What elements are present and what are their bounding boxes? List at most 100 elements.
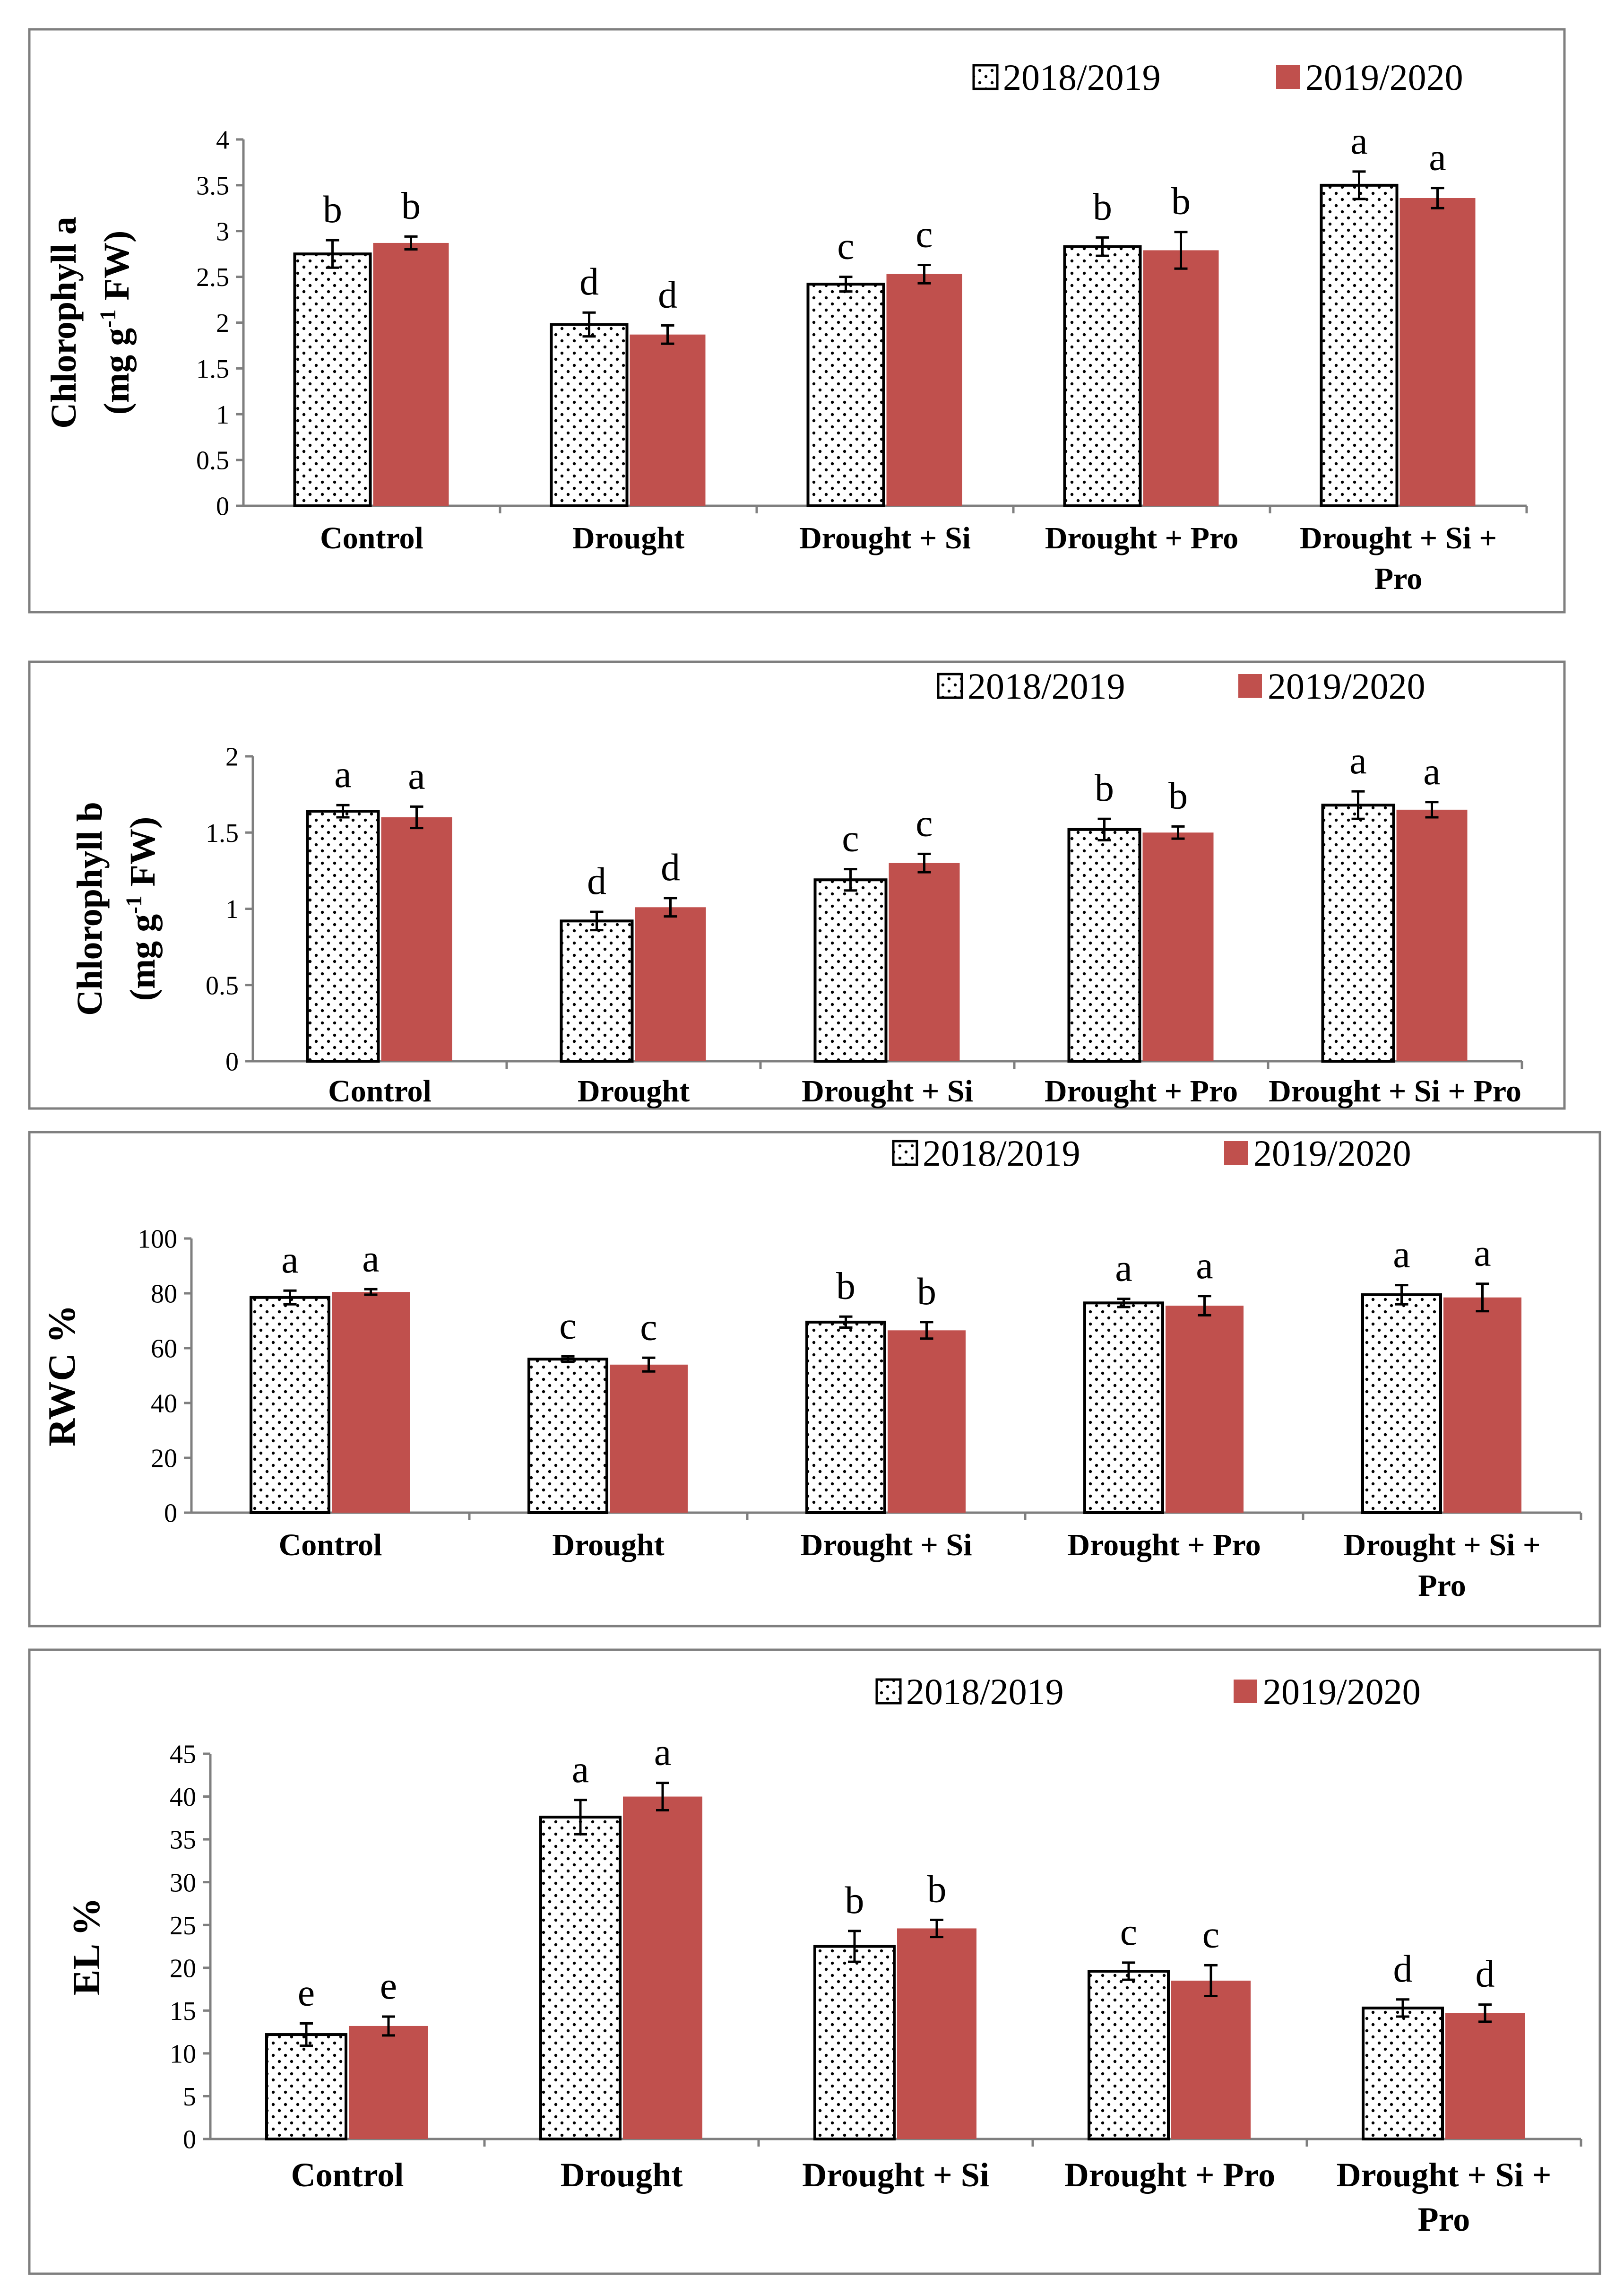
y-tick-label: 40 xyxy=(170,1783,196,1812)
significance-letter: a xyxy=(334,753,351,796)
legend-label-2019-2020: 2019/2020 xyxy=(1305,57,1463,98)
significance-letter: c xyxy=(837,225,854,268)
bar-2018-2019 xyxy=(806,283,885,507)
error-bar xyxy=(1174,231,1188,270)
x-category-label: Drought + Si xyxy=(801,1528,972,1562)
y-tick-label: 4 xyxy=(216,126,229,155)
significance-letter: c xyxy=(842,817,859,860)
bar-2019-2020 xyxy=(1171,1980,1251,2139)
bar-2018-2019 xyxy=(550,323,629,507)
bar-2018-2019 xyxy=(1361,1293,1442,1514)
error-bar xyxy=(642,1356,656,1373)
bar-2019-2020 xyxy=(349,2026,428,2139)
error-bar xyxy=(336,804,350,819)
significance-letter: e xyxy=(380,1964,397,2007)
significance-letter: a xyxy=(572,1748,589,1791)
y-tick-label: 3 xyxy=(216,217,229,246)
legend-label-2018-2019: 2018/2019 xyxy=(906,1671,1064,1712)
y-tick-label: 25 xyxy=(170,1911,196,1940)
panel-frame xyxy=(28,28,1566,614)
y-axis-label: (mg g-1 FW) xyxy=(122,817,163,1001)
legend-swatch-2019-2020 xyxy=(1276,65,1300,89)
panel-frame xyxy=(28,660,1566,1110)
x-category-label: Drought + Si + xyxy=(1337,2156,1552,2194)
x-category-label: Pro xyxy=(1418,1568,1466,1603)
significance-letter: a xyxy=(1196,1244,1213,1287)
legend-swatch-2018-2019 xyxy=(892,1140,918,1166)
x-category-label: Drought + Si xyxy=(799,521,971,555)
bar-2019-2020 xyxy=(381,817,452,1061)
significance-letter: d xyxy=(1476,1952,1495,1995)
y-tick-label: 0 xyxy=(216,492,229,521)
significance-letter: a xyxy=(362,1237,379,1280)
error-bar xyxy=(574,1799,587,1836)
significance-letter: a xyxy=(1115,1247,1132,1290)
x-category-label: Drought + Pro xyxy=(1067,1528,1261,1562)
y-axis-label: EL % xyxy=(65,1897,108,1995)
y-tick-label: 0 xyxy=(164,1499,177,1528)
x-category-label: Drought + Si xyxy=(802,2156,989,2194)
legend-swatch-2019-2020 xyxy=(1234,1680,1257,1703)
y-tick-label: 60 xyxy=(151,1334,177,1364)
x-category-label: Drought + Pro xyxy=(1045,521,1238,555)
legend-label-2019-2020: 2019/2020 xyxy=(1253,1133,1411,1174)
legend-swatch-2019-2020 xyxy=(1224,1141,1248,1165)
x-category-label: Drought + Si xyxy=(802,1074,973,1109)
chlorophyll-b-chart: 2018/2019 2019/2020 Chlorophyll b (mg g-1 F… xyxy=(28,660,1566,1110)
bar-2019-2020 xyxy=(897,1928,976,2139)
error-bar xyxy=(839,276,853,293)
bar-2018-2019 xyxy=(265,2033,347,2140)
y-tick-label: 2 xyxy=(216,309,229,338)
bar-2018-2019 xyxy=(560,919,634,1063)
significance-letter: d xyxy=(587,859,606,902)
legend: 2018/2019 2019/2020 xyxy=(937,666,1425,707)
y-tick-label: 10 xyxy=(170,2039,196,2069)
significance-letter: b xyxy=(836,1264,855,1307)
bar-2019-2020 xyxy=(635,907,706,1061)
error-bar xyxy=(917,852,931,874)
x-category-label: Control xyxy=(279,1528,382,1562)
error-bar xyxy=(656,1782,669,1812)
significance-letter: b xyxy=(1171,180,1191,223)
y-tick-label: 35 xyxy=(170,1826,196,1855)
significance-letter: a xyxy=(654,1731,671,1774)
error-bar xyxy=(404,235,418,251)
y-tick-label: 40 xyxy=(151,1389,177,1419)
y-tick-label: 2 xyxy=(225,743,239,772)
y-tick-label: 5 xyxy=(183,2082,196,2112)
legend-label-2018-2019: 2018/2019 xyxy=(967,666,1125,707)
error-bar xyxy=(582,311,596,338)
y-tick-label: 45 xyxy=(170,1740,196,1769)
significance-letter: a xyxy=(1350,119,1367,162)
error-bar xyxy=(283,1289,297,1306)
y-tick-label: 80 xyxy=(151,1280,177,1309)
error-bar xyxy=(1431,187,1444,209)
error-bar xyxy=(1476,1282,1489,1313)
bar-2019-2020 xyxy=(1396,809,1468,1061)
legend-label-2019-2020: 2019/2020 xyxy=(1263,1671,1421,1712)
error-bar xyxy=(664,897,677,918)
y-tick-label: 30 xyxy=(170,1868,196,1897)
legend-label-2018-2019: 2018/2019 xyxy=(1003,57,1161,98)
bar-2019-2020 xyxy=(1443,1297,1521,1513)
x-category-label: Drought + Pro xyxy=(1045,1074,1238,1109)
bar-2018-2019 xyxy=(1320,183,1399,507)
error-bar xyxy=(1478,2003,1492,2023)
bar-2019-2020 xyxy=(332,1292,410,1513)
error-bar xyxy=(1396,1998,1409,2018)
significance-letter: a xyxy=(1423,750,1440,793)
error-bar xyxy=(930,1918,943,1939)
error-bar xyxy=(920,1321,933,1340)
significance-letter: a xyxy=(1474,1231,1491,1274)
error-bar xyxy=(1395,1284,1408,1306)
legend-swatch-2018-2019 xyxy=(937,673,963,699)
error-bar xyxy=(1096,236,1109,257)
bar-2018-2019 xyxy=(1088,1970,1170,2141)
bar-2019-2020 xyxy=(1399,198,1476,506)
bar-2018-2019 xyxy=(293,252,372,507)
bar-2018-2019 xyxy=(250,1296,330,1514)
significance-letter: a xyxy=(408,754,425,797)
y-tick-label: 2.5 xyxy=(196,263,229,292)
y-tick-label: 20 xyxy=(170,1954,196,1983)
x-category-label: Pro xyxy=(1374,562,1422,596)
